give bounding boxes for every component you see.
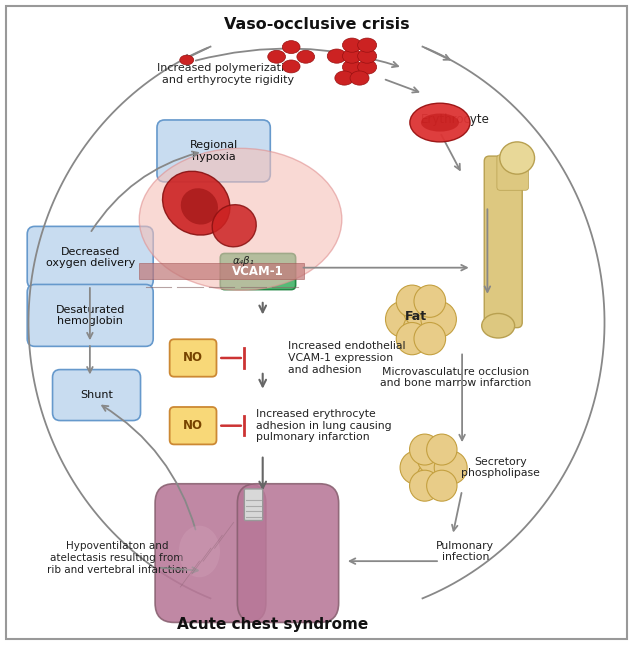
Text: NO: NO — [183, 419, 203, 432]
Ellipse shape — [327, 49, 346, 63]
Ellipse shape — [358, 60, 377, 74]
Ellipse shape — [297, 50, 315, 63]
FancyBboxPatch shape — [237, 484, 339, 622]
Text: Microvasculature occlusion
and bone marrow infarction: Microvasculature occlusion and bone marr… — [380, 366, 531, 388]
Circle shape — [410, 434, 440, 465]
FancyBboxPatch shape — [157, 120, 270, 182]
Text: Shunt: Shunt — [80, 390, 113, 400]
Text: Decreased
oxygen delivery: Decreased oxygen delivery — [46, 246, 135, 268]
Ellipse shape — [212, 204, 256, 247]
Text: α₄β₁: α₄β₁ — [233, 256, 254, 266]
Ellipse shape — [421, 114, 459, 132]
Text: Acute chest syndrome: Acute chest syndrome — [177, 617, 368, 632]
Text: VCAM-1: VCAM-1 — [232, 265, 284, 278]
FancyBboxPatch shape — [27, 284, 153, 346]
Text: Erythrocyte: Erythrocyte — [422, 113, 490, 126]
Circle shape — [417, 461, 450, 494]
Circle shape — [400, 451, 433, 484]
Circle shape — [396, 322, 428, 355]
FancyBboxPatch shape — [170, 407, 216, 444]
Text: Increased erythrocyte
adhesion in lung causing
pulmonary infarction: Increased erythrocyte adhesion in lung c… — [256, 409, 392, 442]
Circle shape — [434, 451, 467, 484]
Circle shape — [385, 301, 421, 337]
FancyBboxPatch shape — [53, 370, 141, 421]
Circle shape — [414, 322, 446, 355]
Ellipse shape — [139, 148, 342, 290]
Text: Increased polymerization
and erthyrocyte rigidity: Increased polymerization and erthyrocyte… — [158, 63, 298, 85]
Text: Desaturated
hemoglobin: Desaturated hemoglobin — [56, 304, 125, 326]
Ellipse shape — [358, 49, 377, 63]
FancyBboxPatch shape — [220, 253, 296, 290]
Circle shape — [427, 434, 457, 465]
Text: Pulmonary
infection: Pulmonary infection — [436, 541, 494, 562]
FancyBboxPatch shape — [484, 156, 522, 328]
Circle shape — [421, 301, 456, 337]
FancyBboxPatch shape — [27, 226, 153, 288]
Ellipse shape — [342, 60, 361, 74]
Ellipse shape — [180, 55, 194, 65]
Text: Secretory
phospholipase: Secretory phospholipase — [461, 457, 539, 479]
Circle shape — [427, 470, 457, 501]
Circle shape — [410, 470, 440, 501]
Circle shape — [403, 311, 439, 347]
FancyBboxPatch shape — [170, 339, 216, 377]
Ellipse shape — [342, 49, 361, 63]
Ellipse shape — [282, 41, 300, 54]
Ellipse shape — [358, 38, 377, 52]
Circle shape — [414, 285, 446, 317]
Ellipse shape — [500, 142, 535, 174]
Ellipse shape — [282, 60, 300, 73]
Circle shape — [396, 285, 428, 317]
FancyBboxPatch shape — [139, 263, 304, 279]
Ellipse shape — [350, 71, 369, 85]
FancyBboxPatch shape — [497, 155, 529, 190]
FancyBboxPatch shape — [244, 489, 263, 521]
Circle shape — [417, 441, 450, 475]
Ellipse shape — [179, 526, 220, 577]
Ellipse shape — [482, 313, 515, 338]
Circle shape — [403, 292, 439, 328]
Text: Hypoventilaton and
atelectasis resulting from
rib and vertebral infarction: Hypoventilaton and atelectasis resulting… — [47, 541, 187, 575]
Ellipse shape — [163, 172, 230, 235]
Text: Fat: Fat — [405, 310, 427, 322]
FancyBboxPatch shape — [155, 484, 266, 622]
Ellipse shape — [181, 188, 218, 224]
Ellipse shape — [410, 103, 470, 142]
Text: NO: NO — [183, 352, 203, 364]
Ellipse shape — [335, 71, 354, 85]
Text: Vaso-occlusive crisis: Vaso-occlusive crisis — [223, 17, 410, 32]
Text: Regional
hypoxia: Regional hypoxia — [189, 140, 238, 162]
Ellipse shape — [342, 38, 361, 52]
Text: Increased endothelial
VCAM-1 expression
and adhesion: Increased endothelial VCAM-1 expression … — [288, 341, 406, 375]
Ellipse shape — [268, 50, 285, 63]
